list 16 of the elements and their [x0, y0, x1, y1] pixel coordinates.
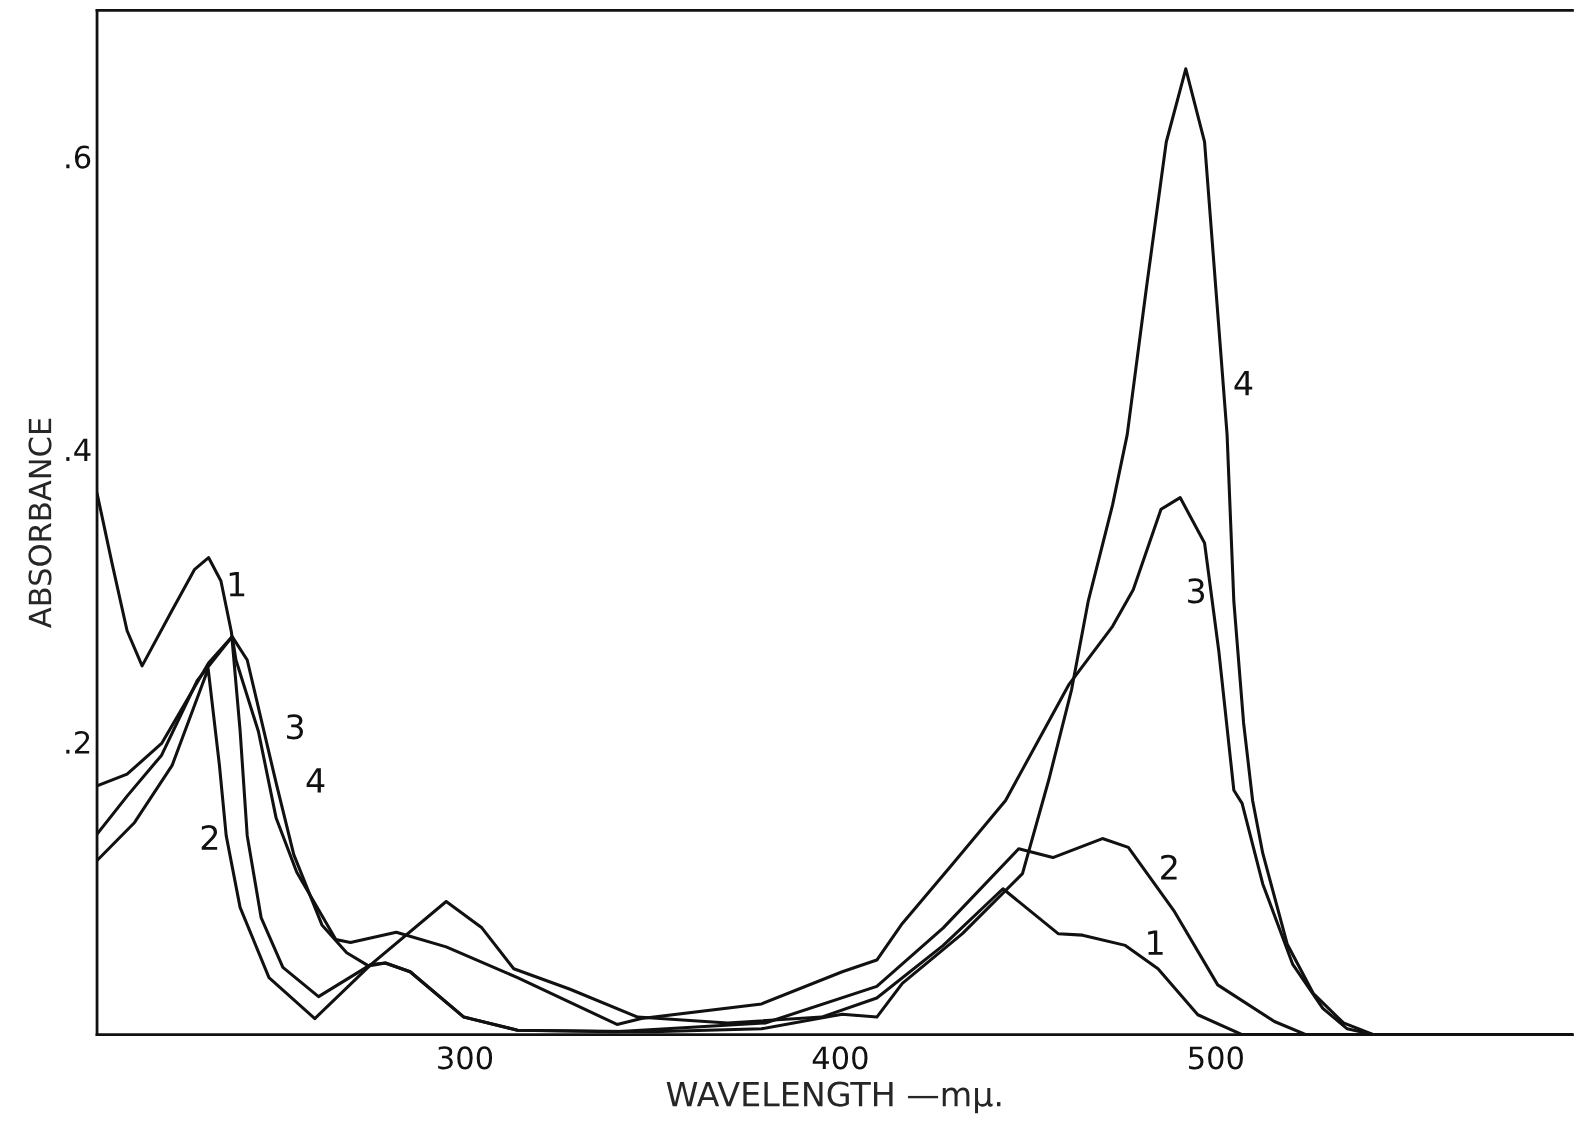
annotation: 4 — [1234, 370, 1253, 396]
annotation: 4 — [306, 768, 325, 793]
y-axis-title: ABSORBANCE — [28, 418, 52, 628]
x-tick-label: 300 — [438, 1046, 493, 1070]
x-tick-label: 500 — [1189, 1046, 1243, 1070]
y-tick-label: .4 — [66, 438, 91, 461]
annotation: 1 — [229, 571, 245, 597]
x-axis-title: WAVELENGTH —mμ. — [666, 1081, 1001, 1114]
y-tick-label: .2 — [66, 730, 90, 754]
x-tick-label: 400 — [812, 1046, 868, 1070]
annotation: 2 — [1161, 854, 1177, 880]
annotation: 3 — [287, 714, 304, 740]
annotation: 3 — [1188, 578, 1205, 604]
annotation: 1 — [1148, 930, 1163, 955]
y-tick-label: .6 — [66, 145, 91, 169]
annotation: 2 — [201, 824, 218, 850]
